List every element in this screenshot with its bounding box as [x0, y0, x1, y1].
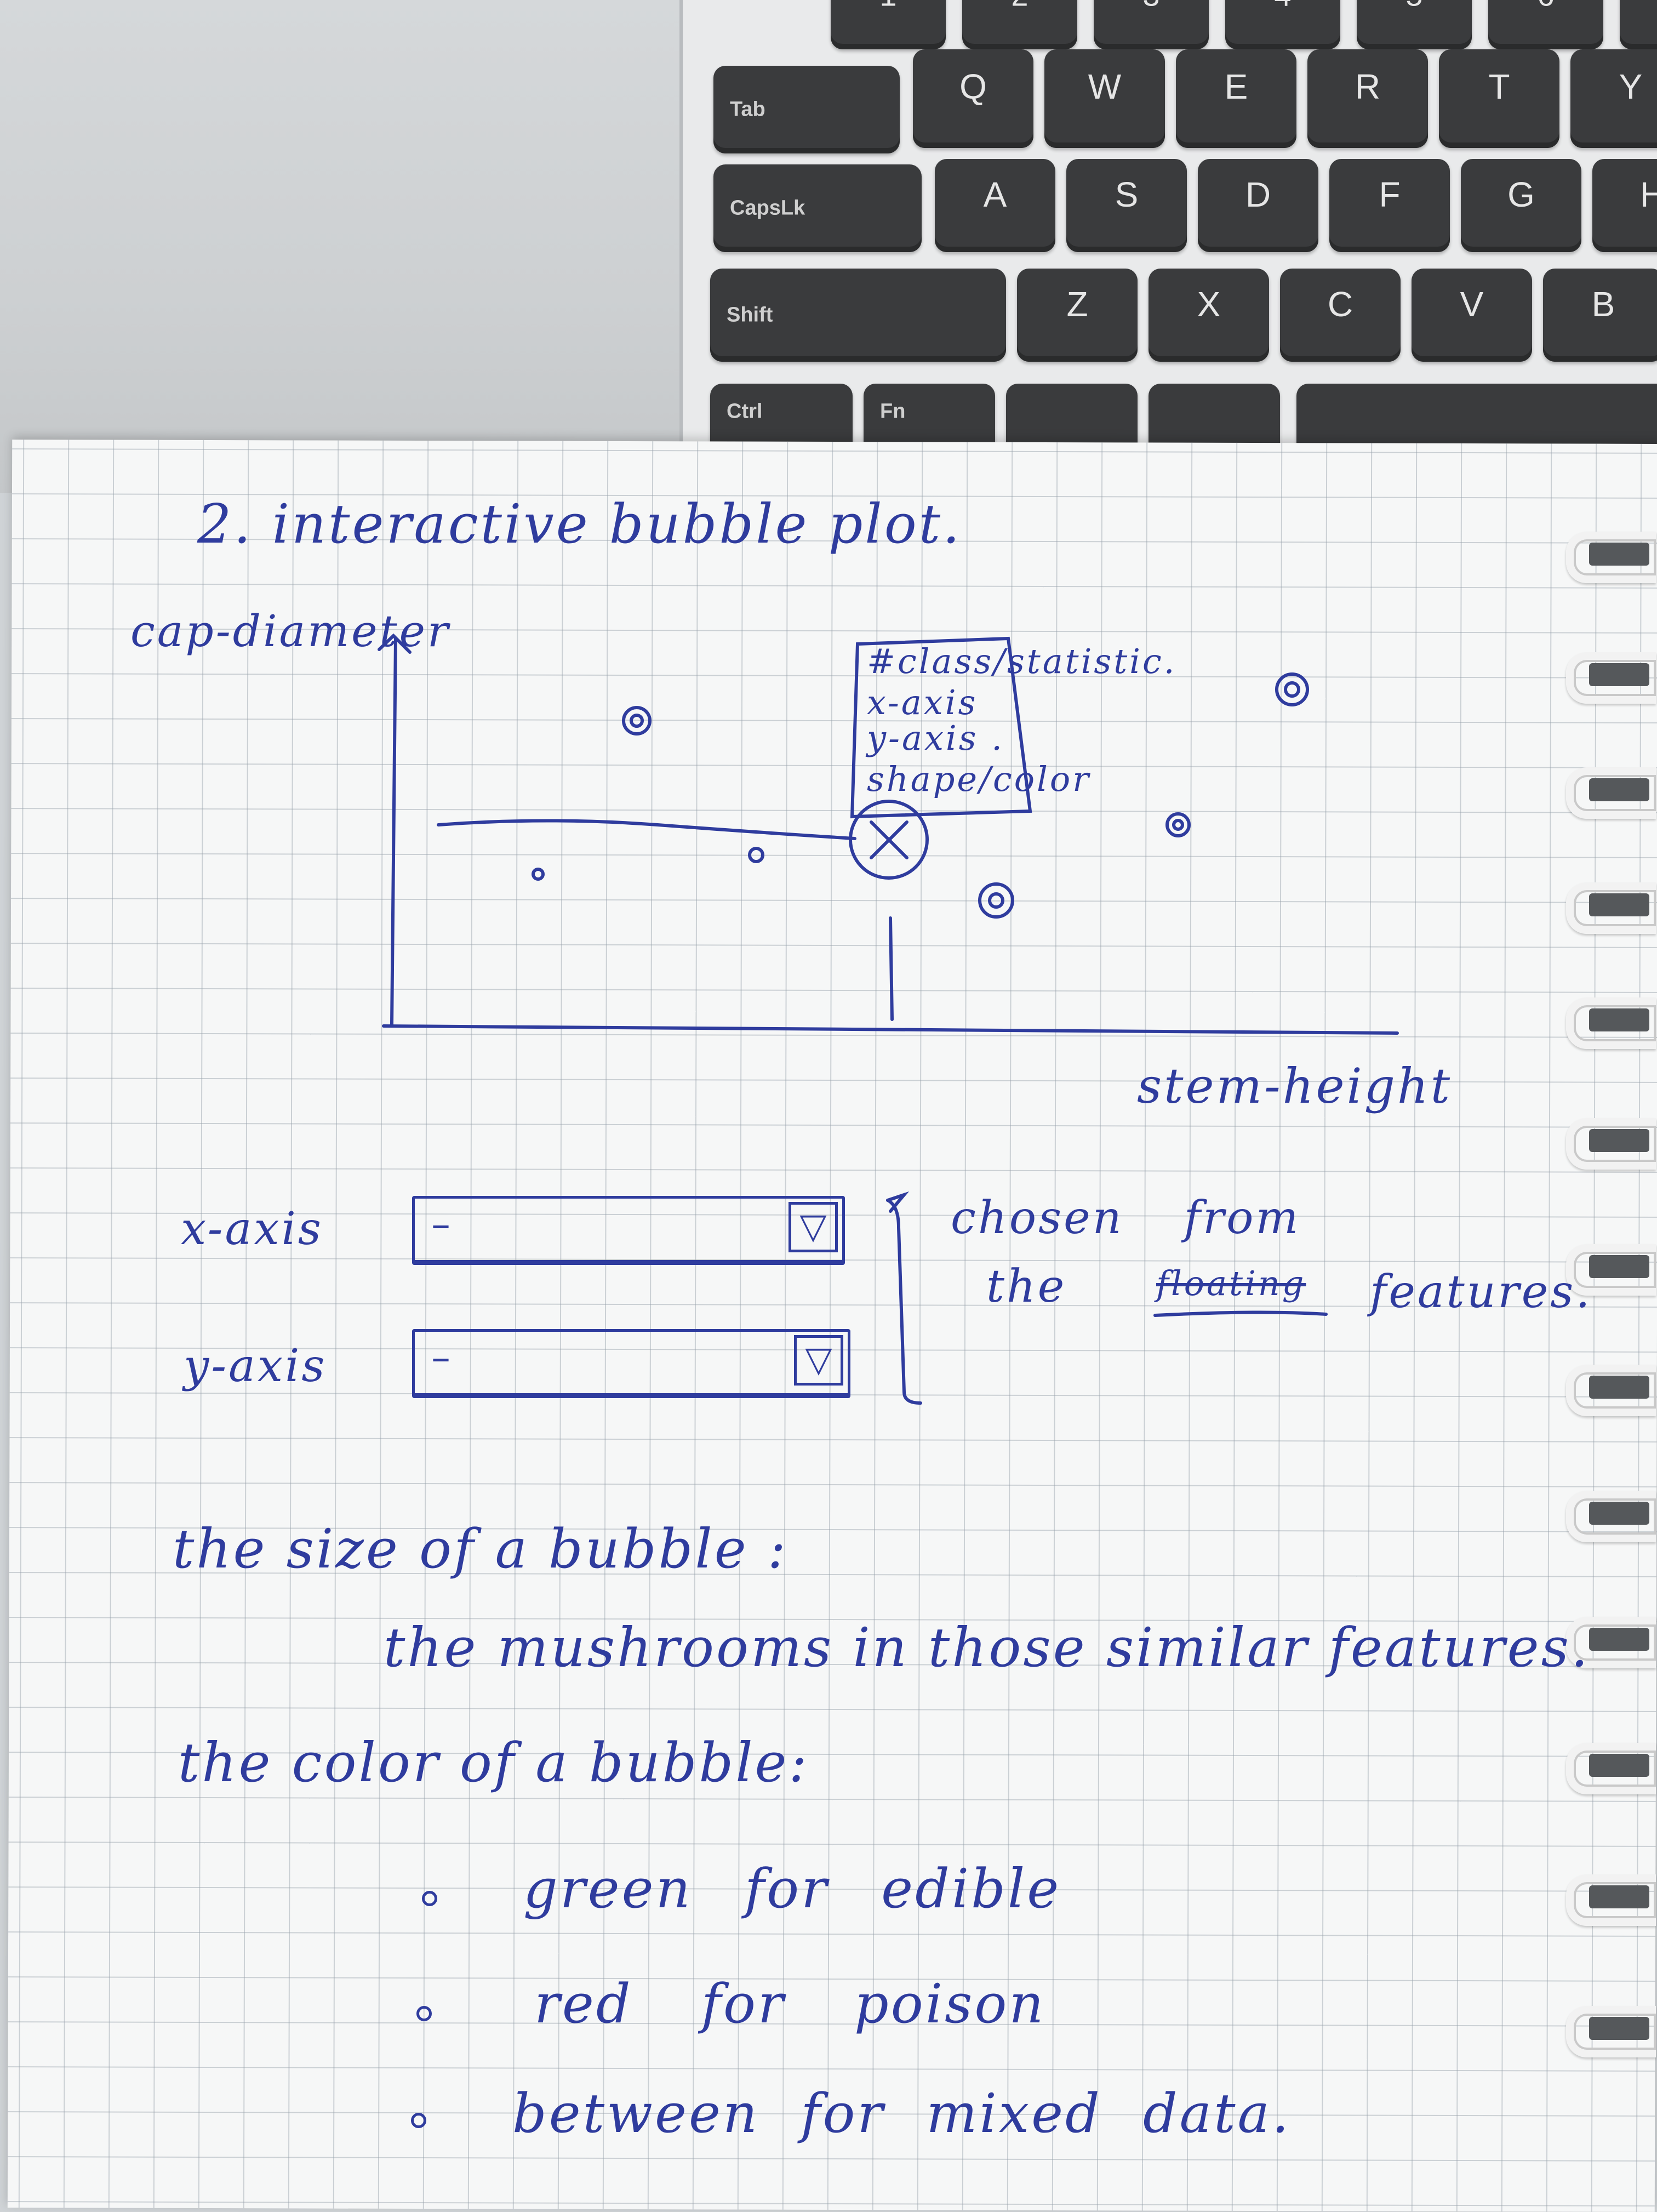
x-axis-dropdown-arrow-icon[interactable]: ▽: [788, 1202, 838, 1252]
bullet-icon: [416, 2006, 432, 2021]
key-label: Tab: [730, 98, 765, 121]
size-description: the mushrooms in those similar features.: [384, 1617, 1591, 1679]
key-b[interactable]: B: [1543, 269, 1657, 362]
y-axis-dropdown[interactable]: – ▽: [412, 1329, 850, 1398]
key-7[interactable]: 7: [1620, 0, 1657, 49]
dropdown-note-line1: chosen from: [951, 1192, 1301, 1244]
key-label: V: [1460, 284, 1484, 324]
x-axis-dropdown-value: –: [431, 1202, 450, 1247]
key-label: CapsLk: [730, 196, 805, 220]
key-label: Shift: [727, 303, 773, 327]
key-g[interactable]: G: [1461, 159, 1581, 252]
notebook-page: [7, 440, 1657, 2212]
key-q[interactable]: Q: [913, 49, 1033, 148]
key-label: A: [983, 174, 1007, 214]
key-label: 6: [1537, 0, 1554, 13]
key-tab[interactable]: Tab: [713, 66, 900, 153]
key-label: F: [1379, 174, 1401, 214]
key-s[interactable]: S: [1066, 159, 1187, 252]
dropdown-note-features: features.: [1370, 1266, 1592, 1318]
x-axis-dropdown[interactable]: – ▽: [412, 1196, 845, 1265]
key-y[interactable]: Y: [1570, 49, 1657, 148]
key-label: B: [1591, 284, 1615, 324]
dropdown-note-struck: floating: [1156, 1263, 1306, 1303]
key-label: Ctrl: [727, 400, 763, 423]
key-c[interactable]: C: [1280, 269, 1401, 362]
key-e[interactable]: E: [1176, 49, 1296, 148]
key-label: D: [1245, 174, 1271, 214]
key-label: H: [1639, 174, 1657, 214]
bullet-icon: [422, 1891, 437, 1906]
key-label: Y: [1619, 67, 1643, 107]
key-label: 1: [879, 0, 896, 13]
key-label: 4: [1274, 0, 1291, 13]
color-item-red: red for poison: [534, 1973, 1046, 2036]
key-6[interactable]: 6: [1488, 0, 1603, 49]
tooltip-line: y-axis .: [867, 718, 1004, 758]
color-item-mixed: between for mixed data.: [512, 2083, 1292, 2145]
key-3[interactable]: 3: [1094, 0, 1209, 49]
key-label: G: [1507, 174, 1535, 214]
key-label: W: [1088, 67, 1122, 107]
key-d[interactable]: D: [1198, 159, 1318, 252]
laptop-keyboard: 1 2 3 4 5 6 7 Tab Q W E R T Y CapsLk A S…: [679, 0, 1657, 477]
key-4[interactable]: 4: [1225, 0, 1340, 49]
key-a[interactable]: A: [935, 159, 1055, 252]
dropdown-note-the: the: [986, 1261, 1067, 1313]
key-label: X: [1197, 284, 1221, 324]
tooltip-line: x-axis: [867, 682, 978, 722]
key-capslock[interactable]: CapsLk: [713, 164, 922, 252]
key-label: T: [1488, 67, 1510, 107]
key-label: R: [1355, 67, 1381, 107]
y-axis-dropdown-value: –: [431, 1335, 450, 1380]
key-label: S: [1115, 174, 1139, 214]
key-f[interactable]: F: [1329, 159, 1450, 252]
tooltip-line: #class/statistic.: [867, 641, 1177, 681]
key-label: Q: [959, 67, 987, 107]
bullet-icon: [411, 2113, 426, 2128]
key-label: Z: [1066, 284, 1088, 324]
key-label: C: [1327, 284, 1353, 324]
x-axis-label: stem-height: [1137, 1058, 1453, 1114]
size-heading: the size of a bubble :: [173, 1518, 788, 1581]
tooltip-line: shape/color: [867, 759, 1091, 799]
key-z[interactable]: Z: [1017, 269, 1138, 362]
key-2[interactable]: 2: [962, 0, 1077, 49]
key-5[interactable]: 5: [1357, 0, 1472, 49]
x-axis-field-label: x-axis: [181, 1203, 323, 1255]
key-t[interactable]: T: [1439, 49, 1559, 148]
y-axis-label: cap-diameter: [130, 606, 451, 657]
color-item-green: green for edible: [523, 1858, 1061, 1920]
key-h[interactable]: H: [1592, 159, 1657, 252]
page-title: 2. interactive bubble plot.: [197, 493, 962, 556]
key-v[interactable]: V: [1412, 269, 1532, 362]
key-x[interactable]: X: [1149, 269, 1269, 362]
key-label: Fn: [880, 400, 906, 423]
key-1[interactable]: 1: [831, 0, 946, 49]
y-axis-dropdown-arrow-icon[interactable]: ▽: [794, 1335, 843, 1386]
key-label: 2: [1011, 0, 1028, 13]
color-heading: the color of a bubble:: [178, 1732, 809, 1794]
key-shift[interactable]: Shift: [710, 269, 1006, 362]
key-r[interactable]: R: [1307, 49, 1428, 148]
key-label: 3: [1142, 0, 1159, 13]
key-label: E: [1224, 67, 1248, 107]
y-axis-field-label: y-axis: [184, 1340, 327, 1392]
key-label: 5: [1405, 0, 1422, 13]
key-w[interactable]: W: [1044, 49, 1165, 148]
